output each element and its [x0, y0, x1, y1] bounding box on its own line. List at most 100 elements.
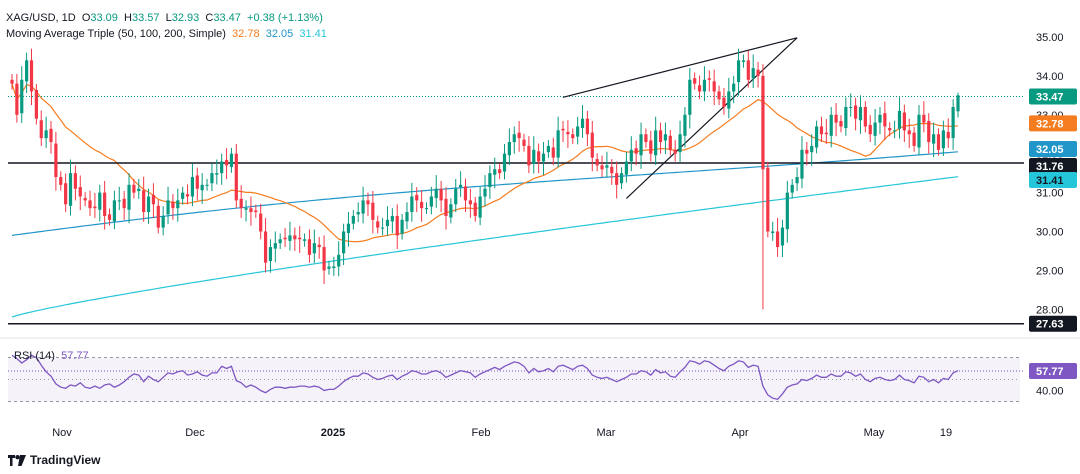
candle-body: [410, 196, 414, 213]
price-tick-label: 29.00: [1036, 265, 1064, 277]
candle-body: [756, 69, 760, 76]
candle-body: [78, 187, 82, 197]
candle-body: [517, 132, 521, 139]
candle-body: [615, 173, 619, 185]
price-badge-level: [1029, 315, 1077, 332]
candle-body: [814, 126, 819, 148]
candle-body: [922, 114, 926, 123]
candle-body: [556, 130, 560, 158]
price-tick-label: 34.00: [1036, 71, 1064, 83]
ma100-value: 32.05: [265, 28, 294, 40]
candle-body: [400, 219, 404, 234]
candle-body: [341, 231, 346, 254]
candle-body: [254, 210, 258, 213]
rsi-tick-label: 40.00: [1036, 386, 1064, 398]
candle-body: [888, 128, 892, 131]
time-tick-label: Apr: [731, 427, 748, 439]
tradingview-logo[interactable]: TradingView: [8, 453, 100, 467]
rsi-label[interactable]: RSI (14): [14, 350, 55, 362]
ma50-value: 32.78: [232, 28, 260, 40]
candle-body: [551, 147, 555, 158]
candle-body: [683, 114, 687, 136]
candle-body: [775, 231, 780, 248]
candle-body: [312, 243, 316, 254]
price-badge-text: 32.78: [1036, 118, 1064, 130]
candle-body: [746, 60, 750, 80]
candle-body: [371, 202, 375, 220]
candle-body: [161, 215, 165, 228]
candle-body: [454, 188, 458, 205]
candle-body: [44, 130, 48, 139]
candle-body: [693, 78, 697, 84]
candle-body: [537, 151, 541, 162]
ma200-line: [11, 176, 959, 318]
candle-body: [117, 200, 121, 202]
open-label: O: [81, 12, 91, 24]
candle-body: [727, 91, 731, 109]
candle-body: [327, 266, 331, 269]
candle-body: [424, 208, 429, 210]
candle-body: [654, 130, 658, 156]
candle-body: [10, 79, 14, 84]
candle-body: [15, 83, 19, 115]
low-value: 32.93: [171, 12, 200, 24]
candle-body: [220, 161, 224, 174]
candle-body: [878, 114, 882, 123]
candle-body: [25, 60, 29, 82]
candle-body: [244, 208, 248, 210]
open-value: 33.09: [90, 12, 118, 24]
candle-body: [522, 139, 526, 146]
candle-body: [283, 237, 287, 240]
time-tick-label: 19: [940, 427, 952, 439]
ma-label[interactable]: Moving Average Triple (50, 100, 200, Sim…: [6, 28, 226, 40]
candle-body: [190, 177, 195, 197]
price-badge-text: 31.41: [1036, 175, 1064, 187]
candle-body: [897, 110, 902, 129]
candle-body: [790, 184, 794, 193]
candle-body: [717, 91, 721, 100]
rsi-legend: RSI (14) 57.77: [14, 350, 89, 362]
rsi-badge-text: 57.77: [1036, 366, 1064, 378]
candle-body: [732, 83, 736, 92]
candle-body: [142, 190, 146, 213]
candle-body: [610, 166, 614, 174]
candle-body: [415, 194, 419, 201]
candle-body: [951, 107, 955, 139]
tradingview-name: TradingView: [30, 453, 101, 467]
candle-body: [824, 132, 828, 135]
candle-body: [215, 173, 219, 175]
candle-body: [429, 196, 433, 207]
price-badge-ma200: [1029, 172, 1077, 188]
candle-body: [468, 200, 472, 205]
candle-body: [459, 184, 463, 188]
candle-body: [302, 239, 307, 241]
time-tick-label: Dec: [185, 427, 205, 439]
candle-body: [112, 200, 117, 222]
candle-body: [122, 198, 126, 209]
rsi-header-value: 57.77: [61, 350, 89, 362]
candle-body: [127, 184, 131, 210]
candle-body: [839, 121, 843, 127]
upper-trendline: [562, 37, 798, 98]
time-tick-label: Mar: [597, 427, 616, 439]
candle-body: [224, 159, 229, 166]
candle-body: [712, 81, 716, 92]
candle-body: [561, 128, 565, 131]
candle-body: [688, 79, 692, 115]
candle-body: [205, 184, 209, 186]
candle-body: [810, 145, 814, 153]
candle-body: [405, 212, 409, 222]
candle-body: [927, 121, 931, 143]
tradingview-icon: [8, 454, 26, 466]
candle-body: [64, 183, 68, 205]
candle-body: [229, 153, 234, 167]
price-badge-ma100: [1029, 141, 1077, 157]
candle-body: [795, 177, 799, 184]
price-badge-text: 33.47: [1036, 92, 1064, 104]
symbol-label[interactable]: XAG/USD, 1D: [6, 12, 76, 24]
price-badge-text: 31.76: [1036, 161, 1064, 173]
time-tick-label: May: [864, 427, 885, 439]
rsi-badge: [1029, 363, 1077, 379]
candle-body: [29, 60, 34, 92]
